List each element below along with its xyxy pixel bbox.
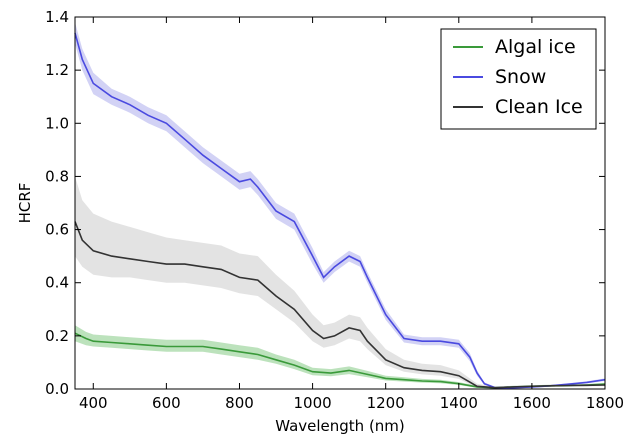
y-tick-label: 0.0 [45,380,69,398]
x-tick-label: 600 [152,394,181,412]
legend-label-snow: Snow [495,66,546,88]
x-tick-label: 1600 [513,394,551,412]
x-tick-label: 1200 [367,394,405,412]
y-tick-label: 1.0 [45,114,69,132]
y-axis-label: HCRF [16,183,34,224]
y-tick-label: 0.2 [45,327,69,345]
clean-ice-uncertainty-band [75,176,605,389]
uncertainty-bands [75,22,605,389]
x-tick-label: 800 [225,394,254,412]
y-tick-label: 0.4 [45,274,69,292]
x-tick-label: 1000 [293,394,331,412]
x-axis-label: Wavelength (nm) [275,417,405,435]
plot-area-frame [74,16,606,390]
clean-ice-line [74,221,606,389]
y-tick-label: 0.6 [45,221,69,239]
legend-label-algal-ice: Algal ice [495,36,576,58]
x-tick-label: 400 [79,394,108,412]
y-tick-label: 1.4 [45,8,69,26]
y-tick-label: 1.2 [45,61,69,79]
y-tick-label: 0.8 [45,167,69,185]
legend: Algal ice Snow Clean Ice [440,28,597,130]
y-axis-ticks: 0.0 0.2 0.4 0.6 0.8 1.0 1.2 1.4 [45,8,605,398]
x-tick-label: 1400 [440,394,478,412]
algal-ice-uncertainty-band [75,325,605,389]
x-tick-label: 1800 [586,394,624,412]
series-lines [74,32,606,389]
x-axis-ticks: 400 600 800 1000 1200 1400 1600 1800 [79,17,624,412]
legend-label-clean-ice: Clean Ice [495,96,583,118]
legend-box [440,28,597,130]
